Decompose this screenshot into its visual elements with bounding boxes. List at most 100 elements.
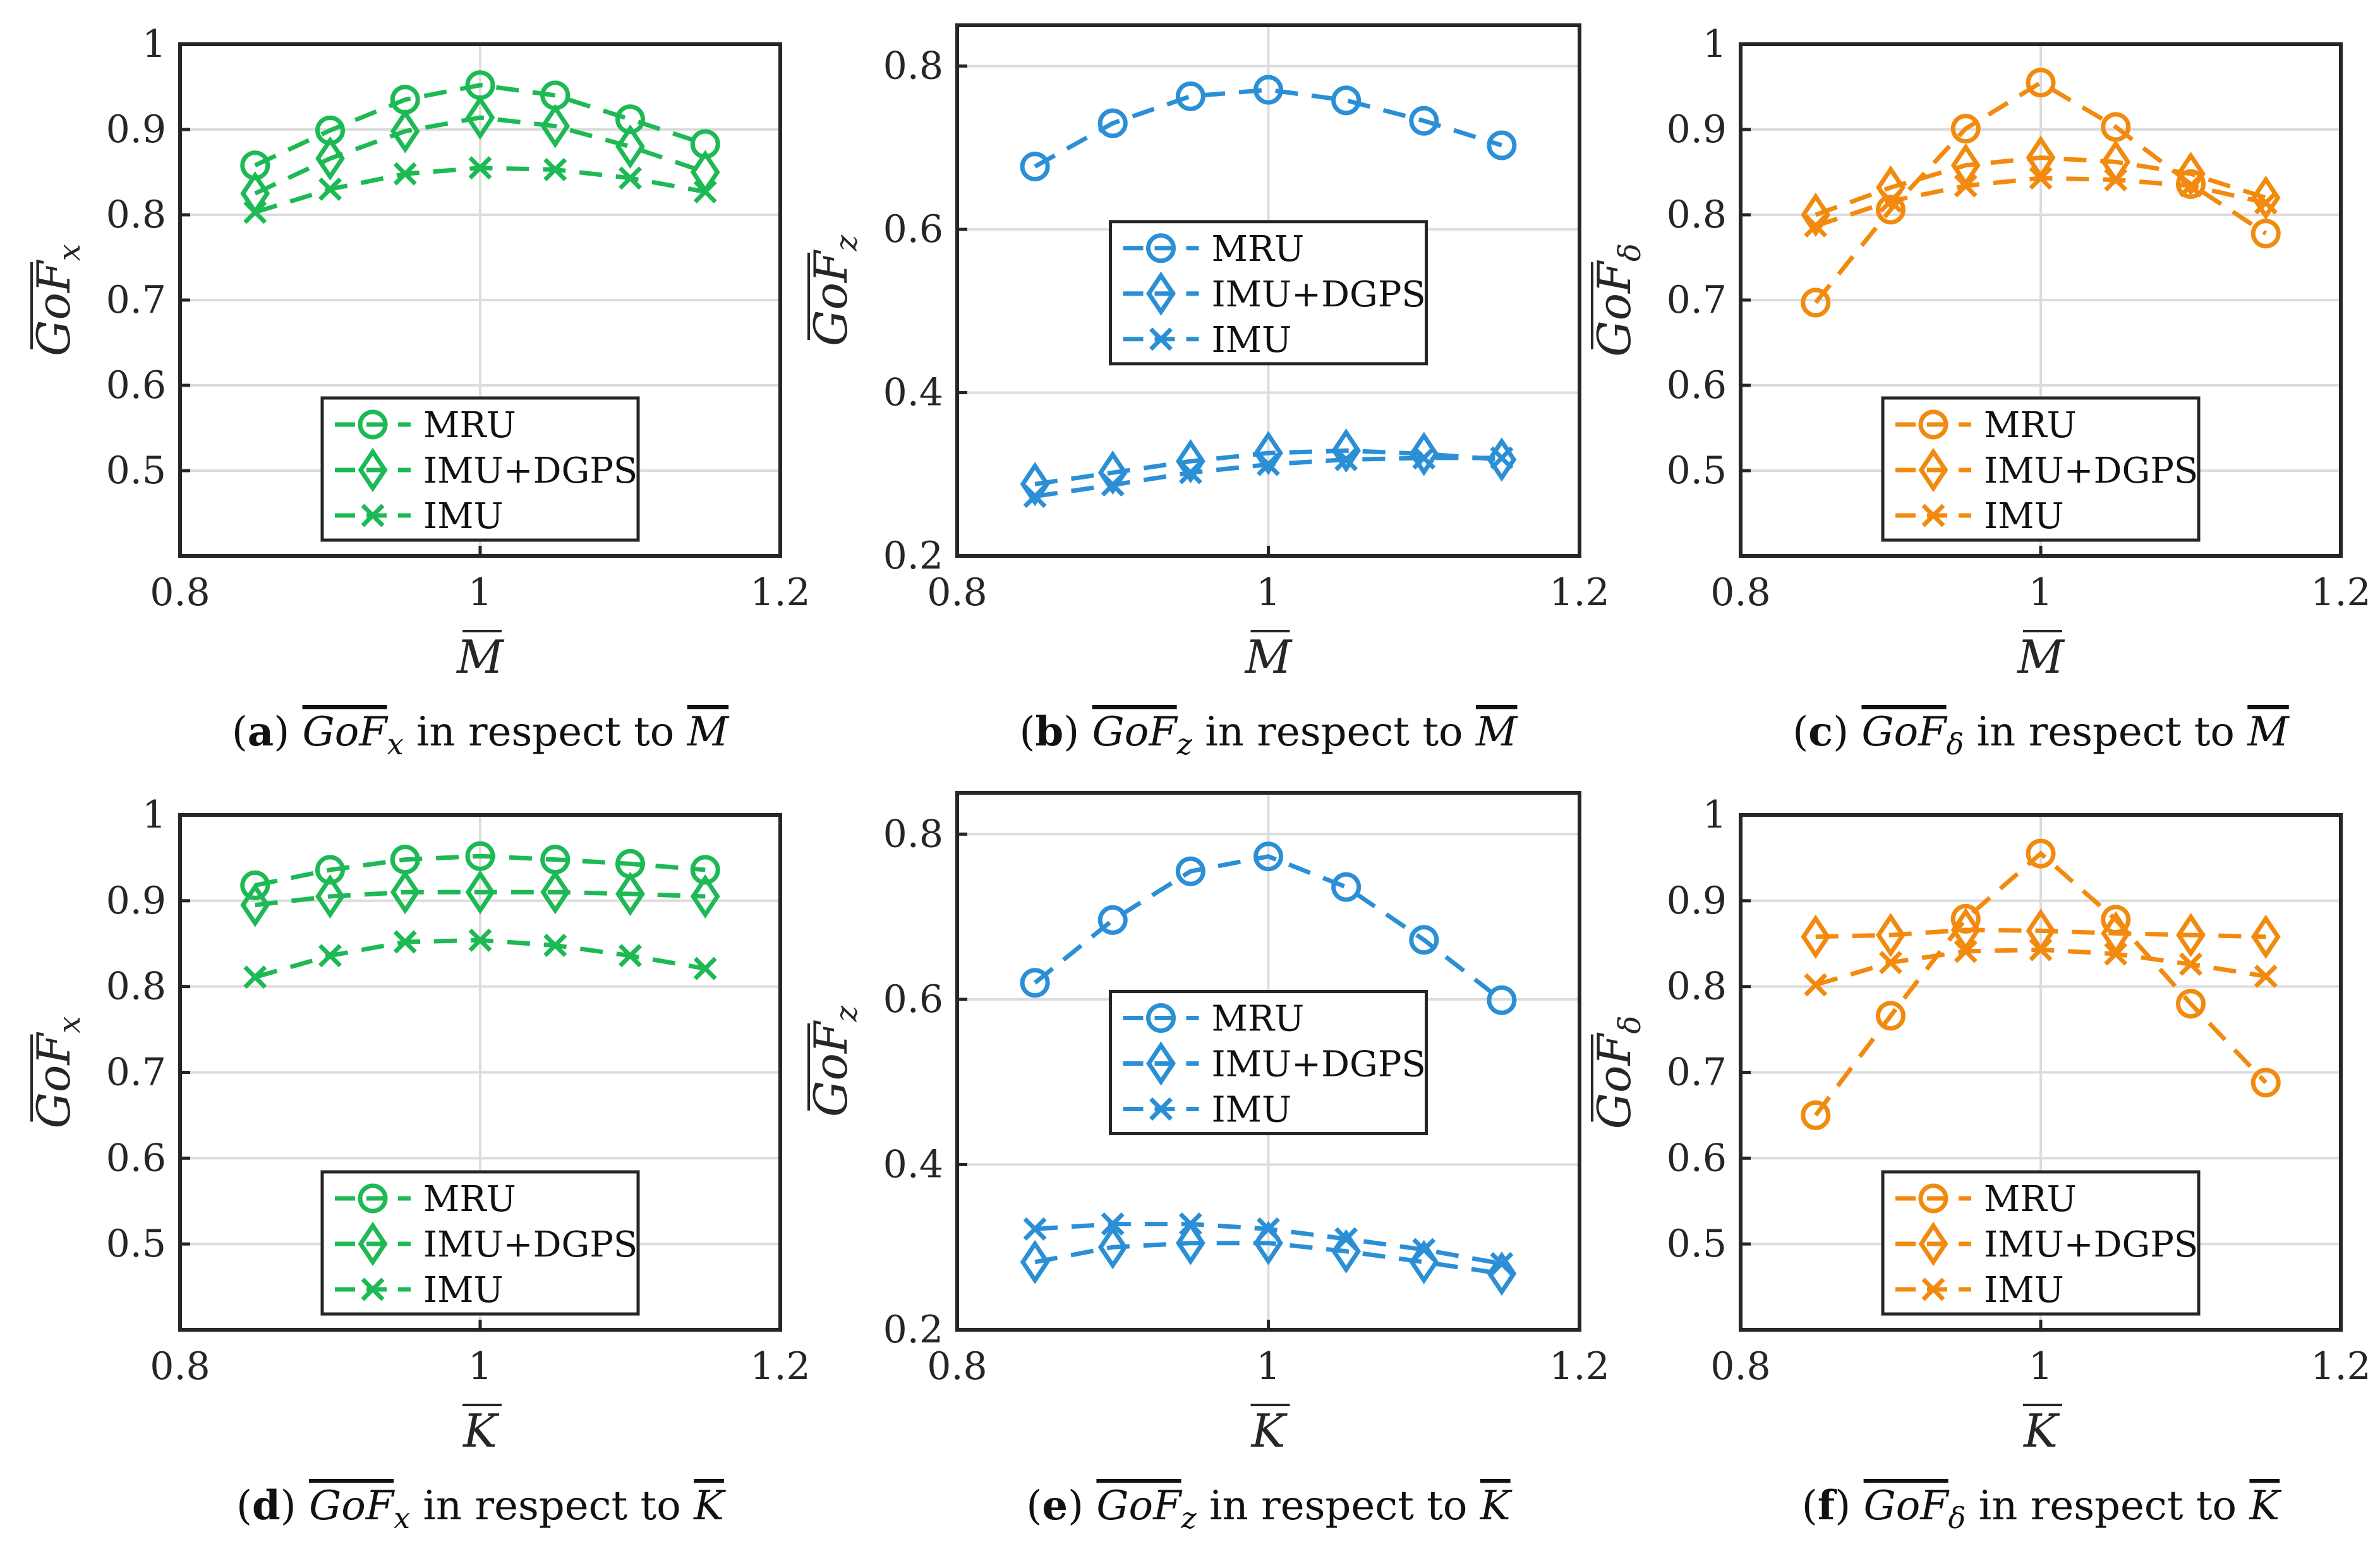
caption-symbol: GoF: [1092, 709, 1179, 756]
caption-b: (b) GoFz in respect to M: [1020, 708, 1518, 761]
series-imu: [243, 156, 717, 224]
y-tick-label: 0.4: [883, 371, 943, 415]
y-tick-label: 0.6: [1667, 1136, 1727, 1180]
data-point-diamond: [1487, 437, 1517, 482]
caption-symbol: GoF: [1861, 709, 1948, 756]
legend-circle-icon: [358, 1183, 388, 1214]
legend-label: MRU: [423, 405, 516, 446]
y-tick-label: 1: [142, 22, 166, 66]
y-tick-label: 0.8: [883, 812, 943, 856]
y-tick-label: 0.6: [883, 977, 943, 1022]
series-line: [1815, 155, 2267, 217]
data-point-cross: [1412, 446, 1436, 470]
series-imu: [1804, 166, 2278, 238]
data-point-circle: [1097, 905, 1128, 935]
data-point-cross: [2254, 191, 2278, 215]
data-point-cross: [2029, 937, 2053, 961]
legend-cross-icon: [361, 1277, 385, 1301]
legend-label: IMU+DGPS: [1984, 1224, 2198, 1265]
series-mru: [1020, 75, 1517, 182]
data-point-circle: [1331, 872, 1362, 902]
y-axis-label: GoFδ: [1588, 1016, 1648, 1130]
y-tick-label: 0.8: [106, 193, 166, 237]
y-axis-label-subscript: δ: [1612, 1016, 1648, 1034]
x-tick-label: 1.2: [750, 1344, 810, 1389]
data-point-diamond: [1175, 438, 1205, 484]
data-point-cross: [1023, 1217, 1047, 1241]
y-axis-label-main: GoF: [27, 259, 80, 356]
data-point-cross: [468, 156, 492, 180]
caption-c: (c) GoFδ in respect to M: [1792, 708, 2290, 761]
chart-panel-d: 0.8 1 1.20.50.60.70.80.91KGoFxMRUIMU+DGPSI…: [27, 793, 811, 1535]
legend-circle-icon: [358, 409, 388, 440]
data-point-circle: [1487, 985, 1517, 1015]
series-imu: [1804, 937, 2278, 997]
legend-diamond-icon: [1918, 447, 1948, 493]
x-tick-label: 1.2: [1549, 1344, 1609, 1389]
caption-a: (a) GoFx in respect to M: [232, 708, 730, 761]
data-point-cross: [2179, 174, 2202, 198]
data-point-diamond: [1331, 428, 1362, 473]
x-axis-label: K: [2022, 1404, 2060, 1457]
data-point-cross: [1954, 939, 1978, 963]
caption-label: d: [252, 1482, 281, 1529]
svg-text:GoFx: GoFx: [27, 1016, 87, 1129]
y-tick-label: 1: [142, 793, 166, 837]
series-line: [1034, 87, 1502, 169]
data-point-cross: [1954, 174, 1978, 198]
y-axis-label-main: GoF: [1588, 1032, 1641, 1130]
caption-symbol: GoF: [1096, 1483, 1183, 1529]
legend-label: MRU: [423, 1179, 516, 1220]
series-line: [1815, 927, 2266, 939]
data-point-cross: [2104, 168, 2128, 192]
data-point-diamond: [315, 136, 345, 181]
data-point-circle: [2026, 68, 2056, 98]
caption-symbol: GoF: [309, 1483, 396, 1529]
caption-f: (f) GoFδ in respect to K: [1802, 1482, 2282, 1535]
data-point-cross: [318, 178, 342, 201]
data-point-circle: [240, 870, 270, 900]
data-point-circle: [2250, 219, 2281, 249]
series-imu-dgps: [1801, 907, 2281, 959]
legend-label: IMU: [423, 496, 504, 537]
y-axis-label-main: GoF: [804, 249, 857, 346]
data-point-cross: [393, 162, 417, 186]
data-point-diamond: [1801, 192, 1831, 238]
caption-subscript: z: [1180, 1501, 1197, 1535]
y-tick-label: 0.8: [883, 44, 943, 88]
data-point-circle: [315, 855, 345, 885]
caption-symbol: GoF: [303, 709, 389, 756]
y-tick-label: 0.6: [1667, 363, 1727, 407]
legend-cross-icon: [1149, 327, 1173, 351]
caption-d: (d) GoFx in respect to K: [236, 1482, 726, 1535]
data-point-diamond: [1487, 1251, 1517, 1296]
y-tick-label: 1: [1703, 22, 1727, 66]
chart-panel-a: 0.8 1 1.20.50.60.70.80.91MGoFxMRUIMU+DGPSI…: [27, 22, 811, 761]
x-tick-label: 1: [468, 1344, 492, 1389]
legend-circle-icon: [1146, 1003, 1176, 1033]
y-axis-label-main: GoF: [804, 1020, 857, 1117]
series-line: [255, 889, 706, 908]
data-point-cross: [1804, 214, 1828, 238]
caption-symbol: GoF: [1864, 1483, 1950, 1529]
series-mru: [1020, 841, 1517, 1015]
legend-label: IMU+DGPS: [423, 450, 637, 491]
x-tick-label: 1: [1256, 570, 1280, 615]
x-tick-label: 1: [468, 570, 492, 615]
y-tick-label: 0.2: [883, 1308, 943, 1352]
data-point-diamond: [1801, 914, 1831, 959]
series-line: [254, 115, 706, 196]
data-point-cross: [1334, 1227, 1358, 1251]
data-point-circle: [1801, 287, 1831, 318]
legend-label: MRU: [1212, 999, 1305, 1040]
data-point-diamond: [540, 870, 571, 915]
data-point-circle: [2250, 1068, 2281, 1098]
data-point-circle: [1409, 105, 1439, 136]
legend-label: MRU: [1212, 229, 1305, 270]
series-line: [1813, 850, 2268, 1117]
svg-text:GoFx: GoFx: [27, 244, 87, 356]
y-tick-label: 0.6: [106, 363, 166, 407]
